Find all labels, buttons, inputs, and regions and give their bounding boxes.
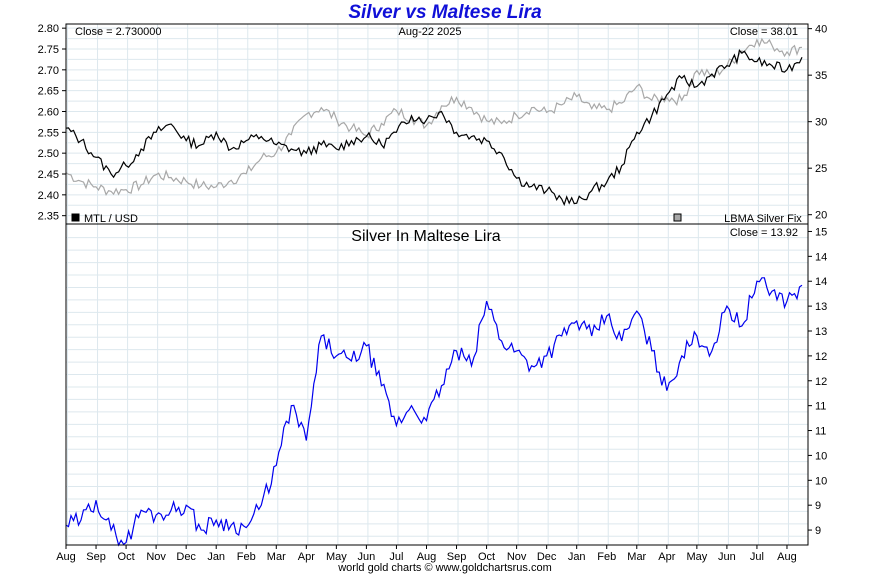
legend-swatch-mtl-usd (71, 213, 80, 222)
x-tick-label: May (326, 551, 347, 563)
y-tick-label-left: 2.70 (38, 65, 59, 77)
x-tick-label: Dec (537, 551, 557, 563)
y-tick-label-left: 2.45 (38, 169, 59, 181)
close-annotation-left: Close = 2.730000 (75, 26, 162, 38)
x-tick-label: Jun (358, 551, 376, 563)
x-tick-label: Mar (627, 551, 646, 563)
y-tick-label-left: 2.40 (38, 190, 59, 202)
y-tick-label-right: 35 (815, 70, 827, 82)
y-tick-label-left: 2.80 (38, 23, 59, 35)
series-line-silver-in-maltese-lira (65, 277, 803, 547)
x-tick-label: Feb (597, 551, 616, 563)
x-tick-label: Jan (207, 551, 225, 563)
y-tick-label-right-bottom: 15 (815, 226, 827, 238)
y-tick-label-right: 25 (815, 163, 827, 175)
y-tick-label-right-bottom: 9 (815, 525, 821, 537)
y-tick-label-right-bottom: 11 (815, 426, 826, 438)
y-tick-label-left: 2.60 (38, 107, 59, 119)
y-tick-label-right-bottom: 10 (815, 475, 827, 487)
y-tick-label-right-bottom: 10 (815, 450, 827, 462)
y-tick-label-right-bottom: 9 (815, 500, 821, 512)
close-annotation-bottom: Close = 13.92 (730, 227, 798, 239)
y-tick-label-right: 30 (815, 117, 827, 129)
x-tick-label: Apr (658, 551, 675, 563)
y-tick-label-left: 2.35 (38, 211, 59, 223)
x-tick-label: Aug (417, 551, 437, 563)
plot-border (65, 23, 809, 546)
y-tick-label-right-bottom: 13 (815, 301, 827, 313)
x-tick-label: Dec (176, 551, 196, 563)
x-tick-label: Sep (86, 551, 106, 563)
x-tick-label: May (686, 551, 707, 563)
x-tick-label: Sep (447, 551, 467, 563)
x-tick-label: Jun (718, 551, 736, 563)
panel-title-bottom: Silver In Maltese Lira (351, 228, 500, 245)
y-tick-label-right: 40 (815, 24, 827, 36)
series-line-mtl-usd (65, 48, 803, 207)
x-tick-label: Feb (237, 551, 256, 563)
x-tick-label: Aug (777, 551, 797, 563)
x-tick-label: Jul (750, 551, 764, 563)
y-tick-label-right-bottom: 12 (815, 376, 827, 388)
close-annotation-right: Close = 38.01 (730, 26, 798, 38)
plot-area (66, 24, 808, 545)
legend-label-mtl-usd: MTL / USD (84, 213, 138, 225)
y-tick-label-left: 2.75 (38, 44, 59, 56)
x-tick-label: Oct (478, 551, 495, 563)
date-annotation: Aug-22 2025 (399, 26, 462, 38)
x-tick-label: Apr (298, 551, 315, 563)
x-tick-label: Aug (56, 551, 76, 563)
y-tick-label-left: 2.65 (38, 86, 59, 98)
x-tick-label: Nov (146, 551, 166, 563)
y-tick-label-left: 2.55 (38, 127, 59, 139)
x-tick-label: Jan (568, 551, 586, 563)
y-tick-label-right-bottom: 11 (815, 401, 826, 413)
y-tick-label-right-bottom: 13 (815, 326, 827, 338)
x-tick-label: Jul (389, 551, 403, 563)
legend-label-lbma-silver-fix: LBMA Silver Fix (724, 213, 802, 225)
y-tick-label-right-bottom: 12 (815, 351, 827, 363)
x-tick-label: Oct (118, 551, 135, 563)
x-tick-label: Mar (267, 551, 286, 563)
y-tick-label-right: 20 (815, 210, 827, 222)
y-tick-label-left: 2.50 (38, 148, 59, 160)
legend-swatch-lbma-silver-fix (673, 213, 682, 222)
x-tick-label: Nov (507, 551, 527, 563)
y-tick-label-right-bottom: 14 (815, 251, 827, 263)
y-tick-label-right-bottom: 14 (815, 276, 827, 288)
chart-title: Silver vs Maltese Lira (348, 2, 542, 23)
chart-credit: world gold charts © www.goldchartsrus.co… (338, 562, 552, 574)
